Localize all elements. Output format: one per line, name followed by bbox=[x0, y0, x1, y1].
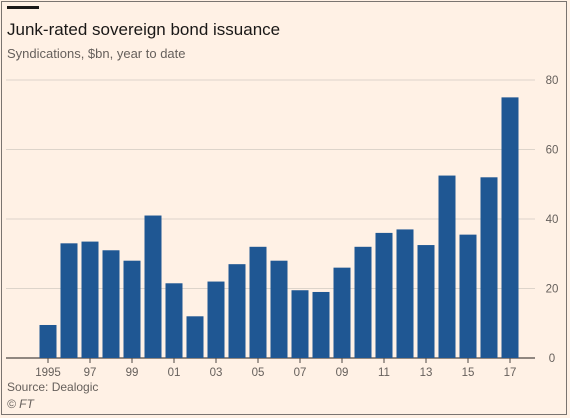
bar bbox=[459, 234, 477, 358]
x-tick-label: 97 bbox=[84, 367, 97, 379]
x-axis-labels: 1995 97 99 01 03 05 07 09 11 13 15 17 bbox=[35, 358, 516, 379]
bar bbox=[270, 260, 288, 358]
bars bbox=[39, 97, 519, 358]
x-tick-label: 11 bbox=[378, 367, 390, 379]
y-tick-label: 60 bbox=[546, 145, 559, 157]
bar bbox=[144, 215, 162, 358]
y-tick-label: 20 bbox=[546, 284, 559, 296]
bar bbox=[417, 245, 435, 358]
y-tick-label: 0 bbox=[549, 353, 555, 365]
bar bbox=[102, 250, 120, 358]
bar bbox=[312, 291, 330, 358]
x-tick-label: 07 bbox=[294, 367, 307, 379]
ft-credit: © FT bbox=[7, 397, 34, 411]
x-tick-label: 1995 bbox=[35, 367, 61, 379]
x-tick-label: 05 bbox=[252, 367, 265, 379]
x-tick-label: 13 bbox=[420, 367, 433, 379]
bar bbox=[39, 324, 57, 358]
bar bbox=[480, 177, 498, 358]
bar bbox=[333, 267, 351, 358]
x-tick-label: 99 bbox=[126, 367, 139, 379]
bar bbox=[207, 281, 225, 358]
bar bbox=[438, 175, 456, 358]
ft-accent-bar bbox=[7, 6, 39, 9]
y-tick-label: 40 bbox=[546, 214, 559, 226]
bar bbox=[354, 246, 372, 358]
bar bbox=[249, 246, 267, 358]
bar bbox=[123, 260, 141, 358]
x-tick-label: 09 bbox=[336, 367, 349, 379]
x-tick-label: 17 bbox=[504, 367, 517, 379]
chart-subtitle: Syndications, $bn, year to date bbox=[7, 46, 186, 61]
bar bbox=[81, 241, 99, 358]
x-tick-label: 15 bbox=[462, 367, 475, 379]
y-tick-label: 80 bbox=[546, 75, 559, 87]
x-tick-label: 03 bbox=[210, 367, 223, 379]
bar bbox=[228, 264, 246, 358]
source-note: Source: Dealogic bbox=[7, 380, 99, 394]
bar bbox=[291, 290, 309, 358]
bar bbox=[60, 243, 78, 358]
y-axis-labels: 0 20 40 60 80 bbox=[546, 75, 559, 365]
bar bbox=[396, 229, 414, 358]
bar bbox=[501, 97, 519, 358]
bar bbox=[186, 316, 204, 358]
chart-title: Junk-rated sovereign bond issuance bbox=[7, 20, 281, 39]
bar bbox=[375, 232, 393, 358]
x-tick-label: 01 bbox=[168, 367, 181, 379]
bar bbox=[165, 283, 183, 358]
